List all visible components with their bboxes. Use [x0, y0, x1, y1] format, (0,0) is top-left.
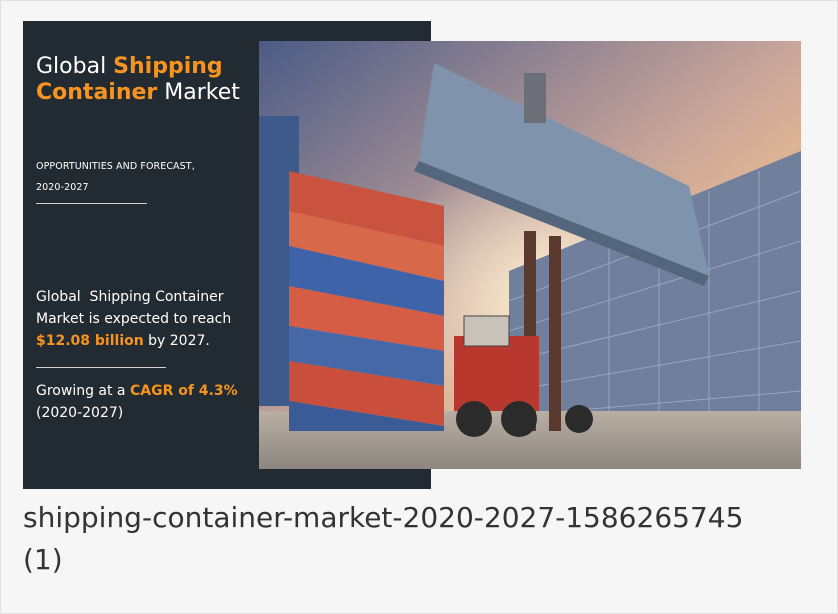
growth-value: CAGR of 4.3% [129, 383, 238, 399]
container-stack [259, 116, 444, 431]
forecast-line: $12.08 billion by 2027. [36, 333, 210, 349]
caption: shipping-container-market-2020-2027-1586… [23, 501, 744, 534]
forklift [454, 231, 593, 437]
title-highlight: Container [36, 80, 158, 105]
title-line: Global Shipping [36, 54, 223, 80]
divider [36, 203, 147, 204]
title-text: Market [157, 80, 240, 105]
caption: (1) [23, 543, 63, 576]
subtitle: 2020-2027 [36, 182, 89, 193]
forecast-value: $12.08 billion [36, 333, 144, 349]
hanging-container [414, 63, 709, 286]
divider [36, 367, 166, 368]
forecast-text: Market is expected to reach [36, 311, 232, 327]
growth-period: (2020-2027) [36, 405, 124, 421]
title-highlight: Shipping [113, 54, 223, 79]
subtitle: OPPORTUNITIES AND FORECAST, [36, 161, 195, 172]
title-line: Container Market [36, 80, 240, 106]
growth-text: Growing at a [36, 383, 130, 399]
growth-line: Growing at a CAGR of 4.3% [36, 383, 238, 399]
title-text: Global [36, 54, 114, 79]
forecast-text: Global Shipping Container [36, 289, 224, 305]
forecast-text: by 2027. [143, 333, 210, 349]
photo [259, 41, 801, 469]
